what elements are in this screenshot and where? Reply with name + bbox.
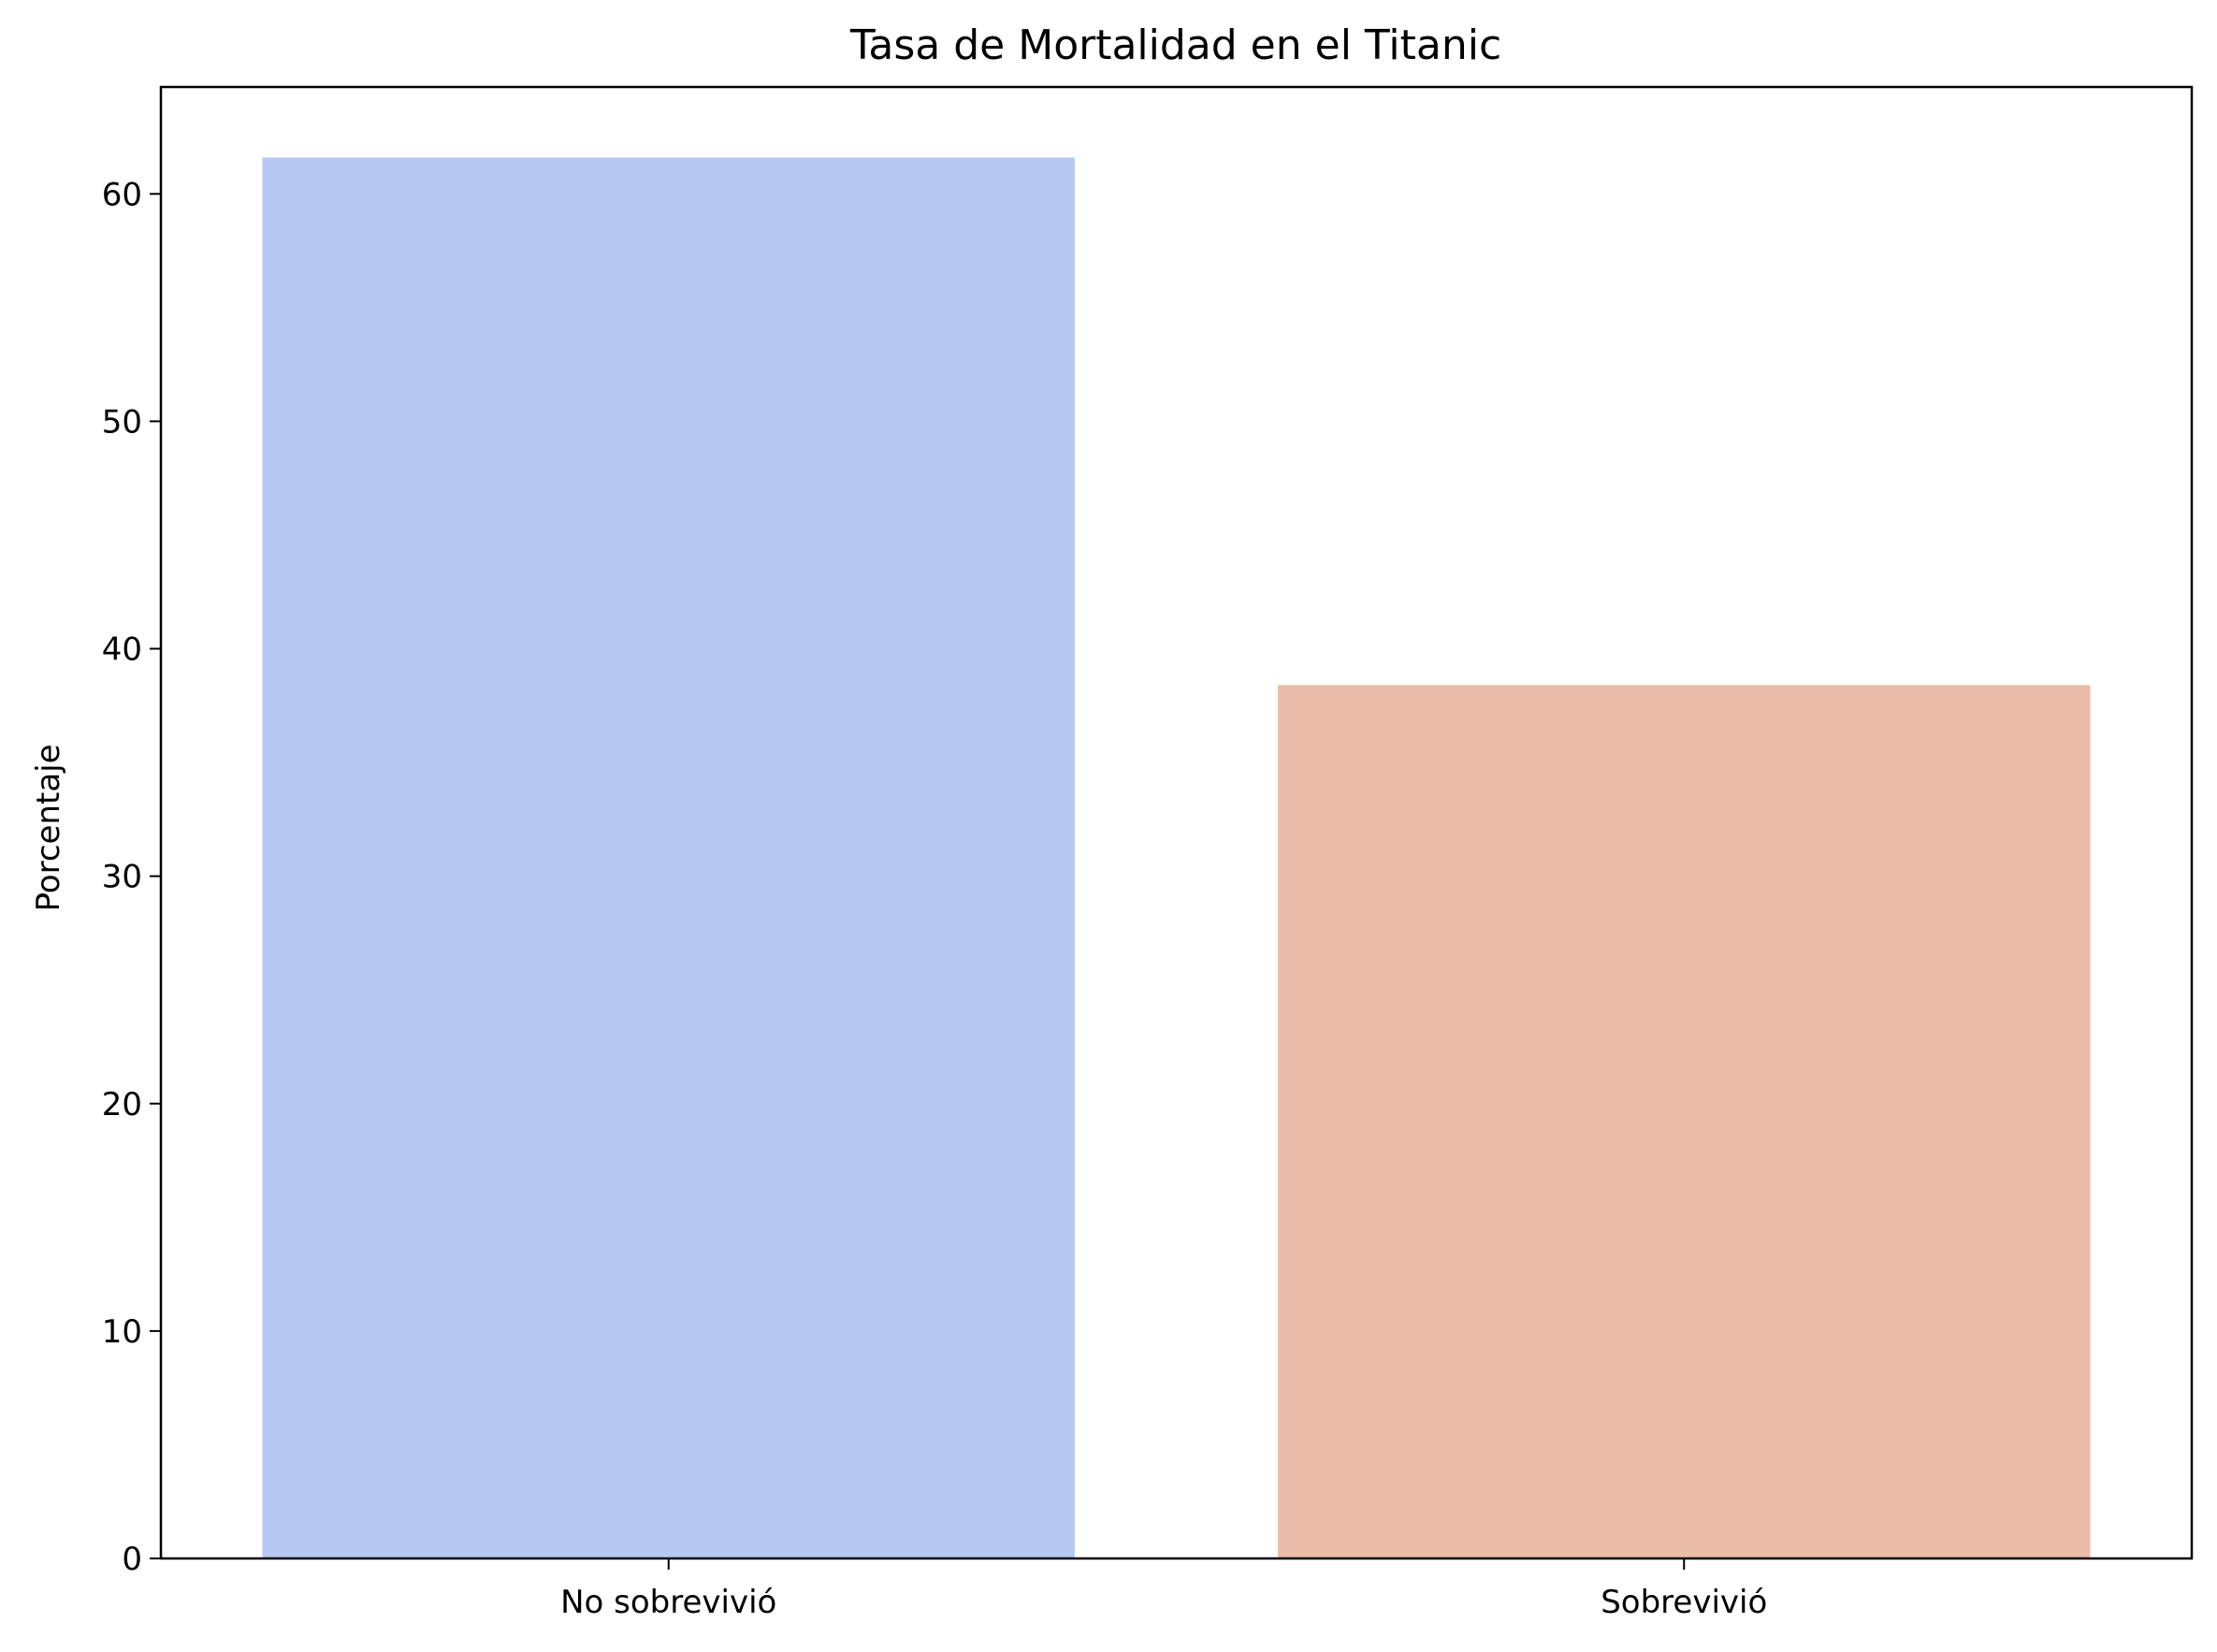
x-axis: No sobrevivió Sobrevivió [560, 1558, 1767, 1621]
bars-group [262, 157, 2091, 1558]
y-tick-label-0: 0 [122, 1541, 142, 1578]
y-tick-label-1: 10 [102, 1313, 142, 1351]
y-tick-label-3: 30 [102, 859, 142, 896]
y-axis-label: Porcentaje [30, 744, 67, 911]
bar-1 [1278, 685, 2091, 1558]
bar-0 [262, 157, 1075, 1558]
y-tick-label-6: 60 [102, 176, 142, 213]
y-axis: 0 10 20 30 40 50 60 [102, 176, 161, 1578]
plot-frame [159, 85, 2194, 1560]
chart-title: Tasa de Mortalidad en el Titanic [849, 22, 1501, 69]
y-tick-label-2: 20 [102, 1086, 142, 1123]
y-tick-label-4: 40 [102, 631, 142, 669]
x-tick-label-1: Sobrevivió [1601, 1584, 1767, 1621]
y-tick-label-5: 50 [102, 403, 142, 441]
x-tick-label-0: No sobrevivió [560, 1584, 776, 1621]
